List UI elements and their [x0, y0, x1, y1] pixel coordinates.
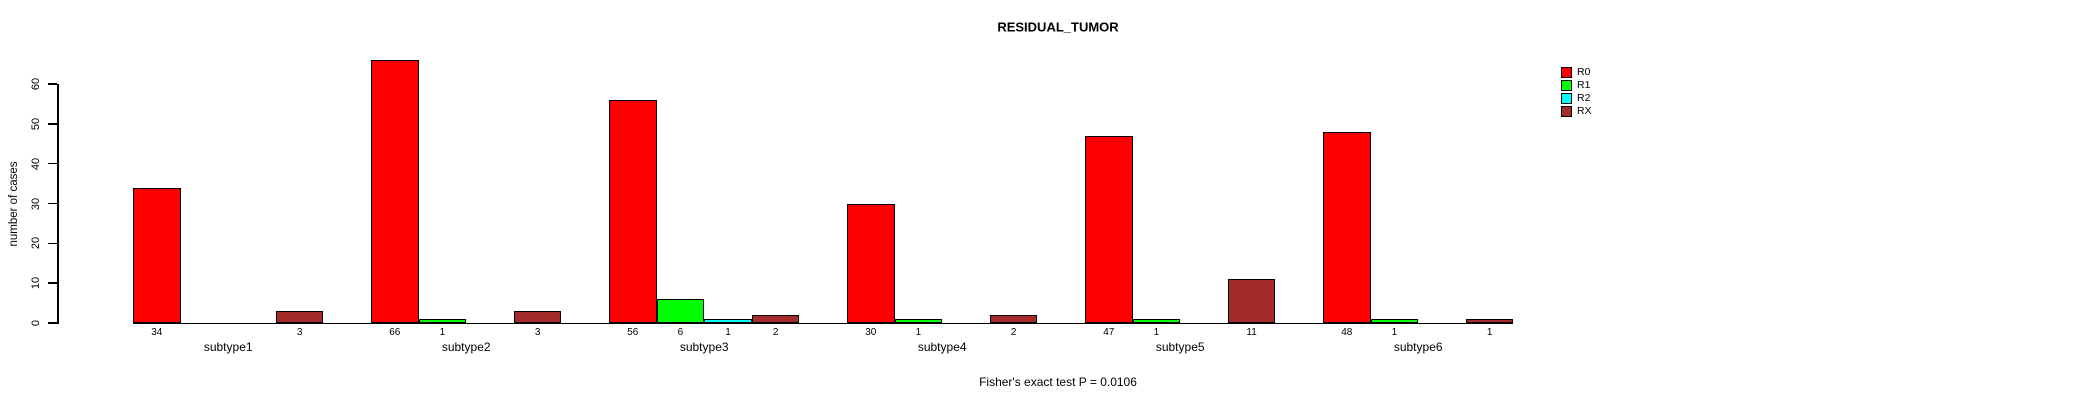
bar-value-subtype2-RX: 3: [534, 327, 541, 338]
bar-subtype1-RX: [275, 311, 324, 323]
x-category-label-subtype1: subtype1: [203, 340, 253, 354]
y-axis-tick: [48, 282, 57, 284]
bar-value-subtype4-R1: 1: [915, 327, 922, 338]
bar-value-subtype1-RX: 3: [296, 327, 303, 338]
y-axis-tick: [48, 162, 57, 165]
y-axis-tick: [48, 123, 57, 125]
y-axis-tick-label: 50: [30, 117, 42, 130]
bar-subtype3-R2: [704, 319, 752, 323]
bar-subtype3-R1: [656, 299, 705, 323]
x-axis-baseline: [133, 322, 1514, 324]
bar-subtype2-RX: [513, 311, 562, 323]
bar-subtype6-RX: [1465, 319, 1514, 323]
bar-subtype5-R0: [1085, 135, 1133, 323]
bar-subtype3-R0: [609, 99, 657, 323]
bar-value-subtype3-R2: 1: [725, 327, 731, 338]
bar-subtype4-R0: [847, 203, 895, 323]
legend-label-RX: RX: [1577, 105, 1592, 117]
x-category-label-subtype4: subtype4: [917, 340, 967, 354]
bar-subtype3-RX: [751, 315, 800, 323]
bar-subtype5-RX: [1227, 279, 1276, 323]
y-axis-tick: [48, 242, 57, 245]
bar-value-subtype3-RX: 2: [772, 327, 779, 338]
y-axis-tick-label: 40: [30, 157, 42, 170]
x-category-label-subtype2: subtype2: [441, 340, 491, 354]
bar-value-subtype4-R0: 30: [865, 327, 877, 338]
y-axis-tick-label: 30: [30, 197, 42, 210]
y-axis-tick: [48, 202, 57, 205]
bar-value-subtype5-RX: 11: [1246, 327, 1257, 338]
x-category-label-subtype3: subtype3: [679, 340, 729, 354]
chart-title: RESIDUAL_TUMOR: [997, 19, 1119, 35]
legend-item-R0: R0: [1561, 66, 1592, 79]
y-axis-tick: [48, 83, 57, 85]
bar-value-subtype3-R1: 6: [677, 327, 684, 338]
bar-value-subtype6-R1: 1: [1391, 327, 1398, 338]
legend-label-R2: R2: [1577, 92, 1591, 104]
y-axis-line: [57, 84, 59, 324]
y-axis-tick-label: 10: [30, 277, 42, 290]
legend-item-R2: R2: [1561, 92, 1592, 105]
x-category-label-subtype6: subtype6: [1393, 340, 1443, 354]
bar-subtype2-R1: [418, 319, 467, 323]
legend-label-R1: R1: [1577, 79, 1591, 91]
bar-value-subtype6-RX: 1: [1486, 327, 1493, 338]
legend-item-R1: R1: [1561, 79, 1592, 92]
x-category-label-subtype5: subtype5: [1155, 340, 1205, 354]
bar-value-subtype3-R0: 56: [627, 327, 639, 338]
bar-value-subtype6-R0: 48: [1341, 327, 1353, 338]
bar-subtype2-R0: [371, 60, 419, 323]
fisher-test-caption: Fisher's exact test P = 0.0106: [979, 375, 1137, 389]
legend-swatch-R1: [1561, 80, 1572, 91]
bar-subtype5-R1: [1132, 319, 1181, 323]
legend-swatch-R2: [1561, 93, 1572, 104]
bar-value-subtype1-R0: 34: [151, 327, 163, 338]
y-axis-tick-label: 60: [30, 77, 42, 91]
legend: R0 R1 R2 RX: [1561, 66, 1592, 118]
legend-swatch-R0: [1561, 67, 1572, 78]
bar-value-subtype5-R0: 47: [1103, 327, 1115, 338]
bar-subtype6-R1: [1370, 319, 1419, 323]
bar-subtype4-R1: [894, 319, 943, 323]
y-axis-tick-label: 0: [30, 319, 42, 327]
bar-value-subtype2-R0: 66: [389, 327, 401, 338]
legend-swatch-RX: [1561, 106, 1572, 117]
legend-item-RX: RX: [1561, 105, 1592, 118]
bar-value-subtype5-R1: 1: [1153, 327, 1160, 338]
y-axis-tick: [48, 322, 57, 324]
bar-subtype6-R0: [1323, 131, 1371, 323]
bar-value-subtype4-RX: 2: [1010, 327, 1017, 338]
bar-value-subtype2-R1: 1: [439, 327, 446, 338]
legend-label-R0: R0: [1577, 66, 1591, 78]
bar-subtype1-R0: [133, 187, 181, 323]
bar-subtype4-RX: [989, 315, 1038, 323]
y-axis-tick-label: 20: [30, 237, 42, 250]
